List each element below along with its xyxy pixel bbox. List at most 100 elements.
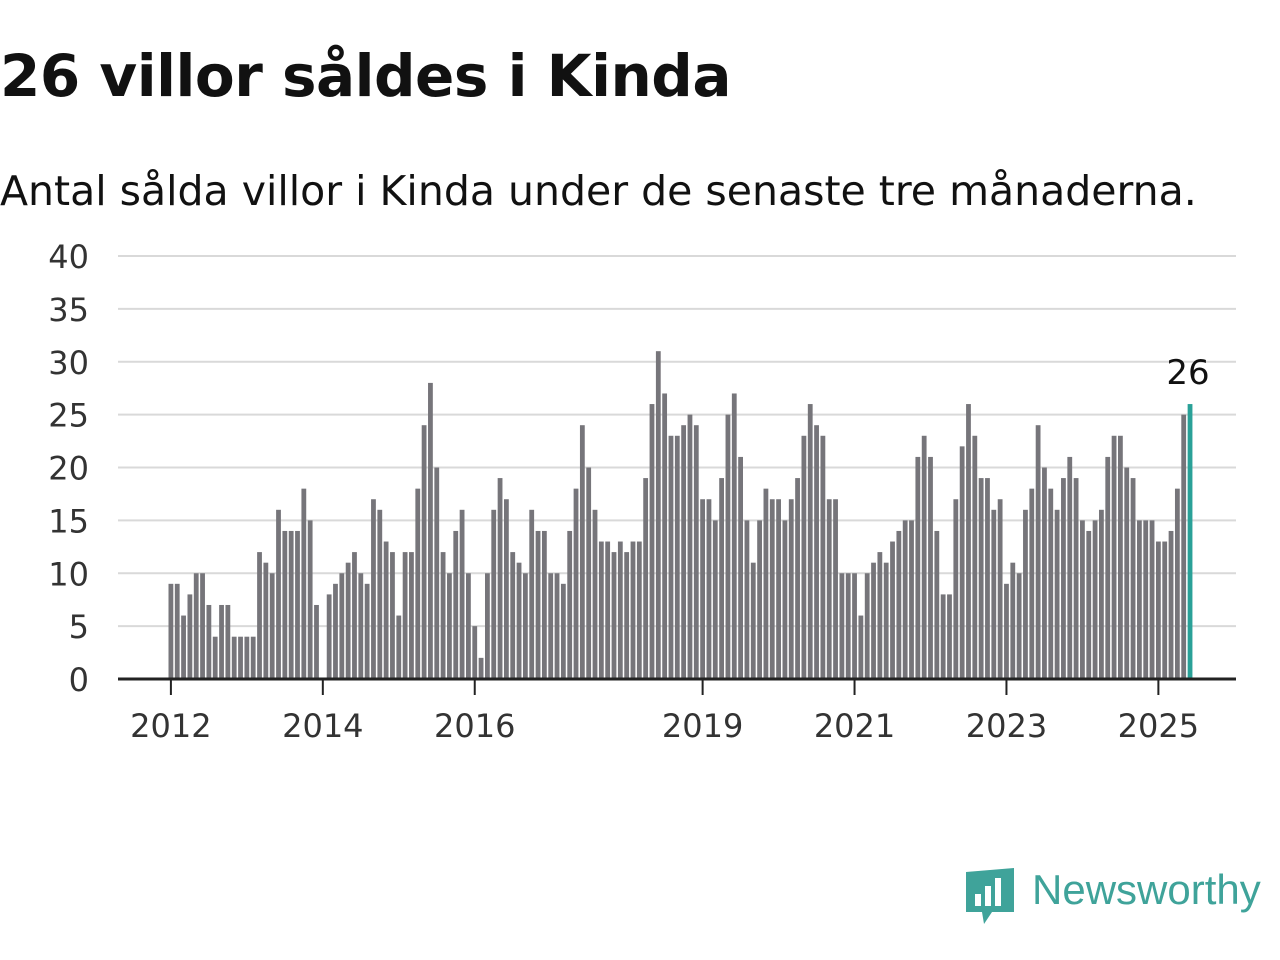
x-tick-label: 2016: [434, 707, 515, 745]
bar: [567, 530, 573, 679]
bar: [314, 604, 319, 679]
bar: [459, 509, 465, 679]
bar: [510, 552, 516, 679]
bar: [548, 573, 554, 679]
bar: [168, 583, 174, 679]
bar: [231, 636, 237, 679]
bar: [1023, 509, 1028, 679]
bar: [478, 657, 484, 679]
bar: [693, 425, 699, 679]
bar: [333, 583, 338, 679]
bar: [485, 573, 490, 679]
bar: [541, 530, 547, 679]
y-tick-label: 0: [69, 661, 89, 699]
bar: [345, 562, 351, 679]
bar: [1143, 520, 1149, 679]
bar: [909, 520, 914, 679]
bar: [1016, 573, 1022, 679]
bar: [763, 488, 769, 679]
bar: [187, 594, 193, 679]
bar: [820, 435, 826, 679]
x-tick-label: 2025: [1118, 707, 1199, 745]
bar: [807, 404, 813, 679]
y-tick-label: 10: [48, 555, 89, 593]
bar: [744, 520, 750, 679]
bar: [409, 552, 414, 679]
bar-highlight: [1187, 404, 1193, 679]
bar: [358, 573, 364, 679]
bar: [845, 573, 851, 679]
bar: [421, 425, 427, 679]
x-tick-label: 2021: [814, 707, 895, 745]
bar: [1155, 541, 1161, 679]
bar: [573, 488, 579, 679]
bar: [928, 456, 933, 679]
bar: [390, 552, 395, 679]
bar: [700, 499, 706, 679]
bar: [491, 509, 497, 679]
bar: [1067, 456, 1073, 679]
bar: [978, 478, 984, 679]
bar: [181, 615, 186, 679]
bar: [434, 467, 440, 679]
bar: [871, 562, 876, 679]
bar: [605, 541, 611, 679]
bar: [238, 636, 243, 679]
bar: [985, 478, 990, 679]
bar: [617, 541, 623, 679]
bar: [282, 530, 288, 679]
bar: [1004, 583, 1009, 679]
bar: [636, 541, 642, 679]
bar: [269, 573, 275, 679]
bar: [503, 499, 509, 679]
bar: [598, 541, 604, 679]
bar: [706, 499, 712, 679]
bar: [301, 488, 307, 679]
bar: [295, 530, 300, 679]
x-tick-label: 2012: [130, 707, 211, 745]
bar: [896, 530, 902, 679]
bar: [1029, 488, 1035, 679]
bar: [833, 499, 838, 679]
bar: [415, 488, 421, 679]
bar: [225, 604, 231, 679]
bar: [250, 636, 256, 679]
bar: [371, 499, 376, 679]
bar: [447, 573, 452, 679]
bar: [1162, 541, 1168, 679]
bar: [662, 393, 668, 679]
bar: [586, 467, 592, 679]
bar: [719, 478, 725, 679]
bar: [522, 573, 528, 679]
bar: [624, 552, 630, 679]
bar: [826, 499, 832, 679]
bar: [681, 425, 687, 679]
bar: [757, 520, 762, 679]
bar: [307, 520, 313, 679]
bar: [1181, 414, 1187, 679]
bar: [288, 530, 294, 679]
bar: [890, 541, 895, 679]
bar: [959, 446, 965, 679]
bar: [953, 499, 959, 679]
bar: [814, 425, 819, 679]
bar: [776, 499, 781, 679]
bar: [643, 478, 649, 679]
bar: [206, 604, 212, 679]
logo-text: Newsworthy: [1032, 866, 1261, 913]
bar: [1048, 488, 1054, 679]
y-tick-label: 5: [69, 608, 89, 646]
bar: [788, 499, 794, 679]
y-tick-label: 35: [48, 291, 89, 329]
bar: [396, 615, 402, 679]
bar: [795, 478, 800, 679]
bar: [466, 573, 471, 679]
bar: [428, 382, 433, 679]
bar: [947, 594, 952, 679]
bar: [750, 562, 756, 679]
bar: [383, 541, 389, 679]
bar: [940, 594, 946, 679]
bar: [782, 520, 788, 679]
bar: [1111, 435, 1117, 679]
bar: [883, 562, 889, 679]
